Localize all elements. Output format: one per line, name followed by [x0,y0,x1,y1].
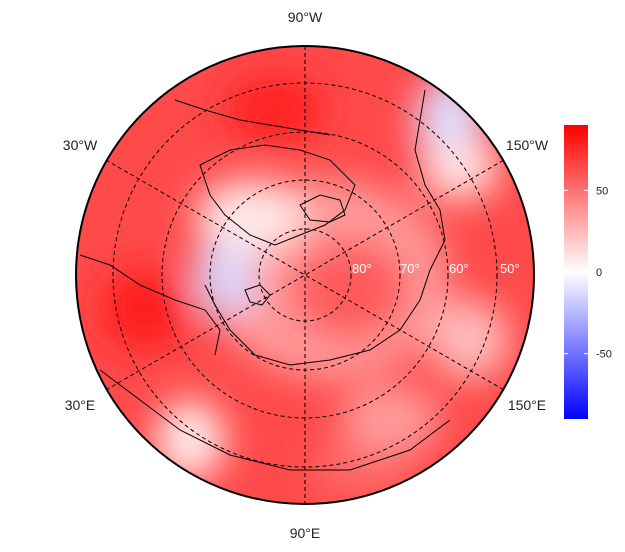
lon-label-bottom: 90°E [290,525,321,541]
lat-label-70: 70° [400,261,420,276]
graticule [105,46,505,504]
lon-label-upper-right: 150°W [506,137,549,153]
europe-coast [79,254,221,356]
lat-label-50: 50° [500,261,520,276]
alaska-coast [414,89,446,241]
colorbar: 50 0 -50 [564,125,612,419]
arctic-archipelago-coast [299,194,346,223]
lat-label-60: 60° [449,261,469,276]
lon-label-lower-right: 150°E [508,397,546,413]
colorbar-tick-label: 50 [596,185,608,197]
lon-label-lower-left: 30°E [65,397,96,413]
siberia-coast [254,239,446,366]
colorbar-tick-label: -50 [596,349,612,361]
lon-label-top: 90°W [288,9,323,25]
lon-label-upper-left: 30°W [63,137,98,153]
anomaly-field [76,46,534,504]
colorbar-ticks: 50 0 -50 [564,185,612,361]
svalbard-coast [244,284,271,306]
map-boundary [75,45,535,505]
asia-inner-border [99,369,451,471]
lat-label-80: 80° [352,261,372,276]
scandinavia-coast [204,284,256,356]
colorbar-tick-label: 0 [596,267,602,279]
